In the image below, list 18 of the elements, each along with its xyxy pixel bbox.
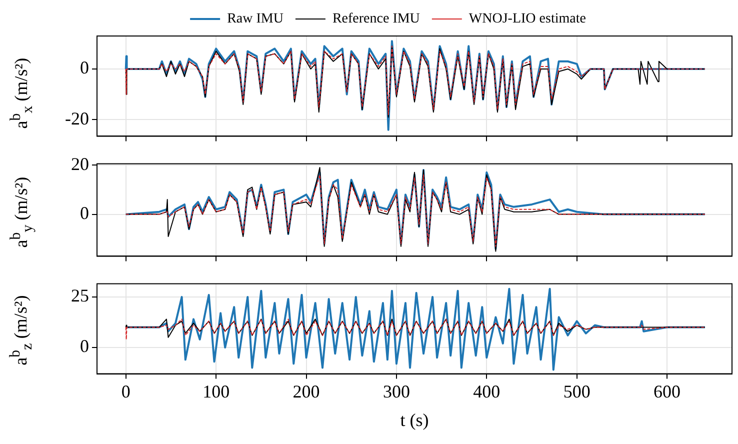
y-tick-label: -20 (65, 108, 89, 128)
x-tick-label: 600 (654, 381, 681, 402)
x-tick-label: 300 (382, 381, 410, 402)
x-tick-label: 500 (563, 381, 590, 402)
x-tick-label: 0 (121, 381, 130, 402)
legend-label: Raw IMU (227, 12, 284, 27)
legend-label: Reference IMU (332, 12, 420, 27)
x-tick-label: 100 (202, 381, 230, 402)
line-series (124, 288, 706, 371)
legend-label: WNOJ-LIO estimate (468, 12, 586, 27)
y-tick-label: 20 (71, 154, 89, 174)
y-tick-label: 0 (80, 203, 89, 224)
y-tick-label: 0 (80, 58, 89, 78)
x-axis-title: t (s) (400, 410, 429, 430)
y-tick-label: 25 (71, 286, 89, 306)
y-tick-label: 0 (80, 336, 89, 356)
x-tick-label: 400 (473, 381, 500, 402)
x-tick-label: 200 (292, 381, 320, 402)
